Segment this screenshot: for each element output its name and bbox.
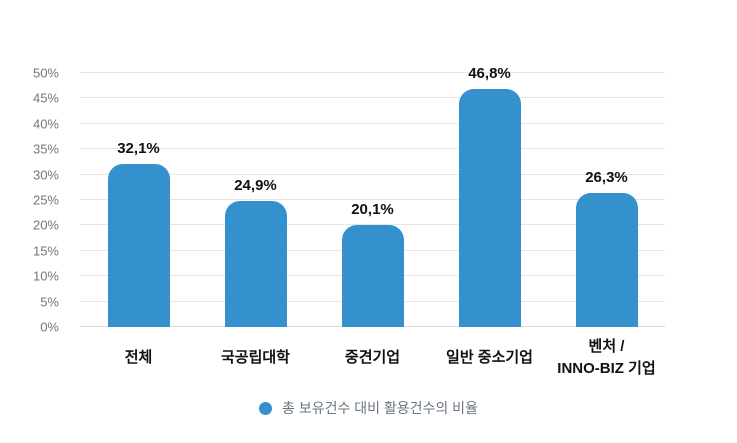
y-axis-tick-label: 5%: [40, 294, 59, 310]
x-axis-category-label: 일반 중소기업: [446, 349, 533, 367]
bar-slot: 46,8%: [431, 65, 548, 327]
bar-slot: 26,3%: [548, 73, 665, 327]
bar-slot: 24,9%: [197, 73, 314, 327]
y-axis-tick-label: 10%: [32, 268, 59, 284]
x-axis-category-label: 국공립대학: [220, 349, 290, 367]
y-axis-tick-label: 30%: [32, 167, 59, 183]
y-axis-tick-label: 35%: [32, 141, 59, 157]
y-axis-tick-label: 25%: [32, 192, 59, 208]
bars-row: 32,1% 24,9% 20,1% 46,8% 26,3%: [80, 65, 665, 327]
bar: [341, 224, 404, 327]
y-axis-tick-label: 15%: [32, 243, 59, 259]
x-axis-category-label: 전체: [124, 349, 153, 367]
y-axis-tick-label: 40%: [32, 116, 59, 132]
gridline: [80, 97, 665, 99]
bar: [107, 163, 170, 327]
x-axis-labels: 전체 국공립대학 중견기업 일반 중소기업 벤처 / INNO-BIZ 기업: [80, 330, 665, 386]
bar-value-label: 46,8%: [468, 65, 511, 83]
plot-area: 0% 5% 10% 15% 20% 25% 30% 35% 40% 45% 50% 32,1% 24,9…: [33, 65, 665, 335]
bar: [224, 200, 287, 327]
legend-label: 총 보유건수 대비 활용건수의 비율: [282, 400, 478, 416]
bar-slot: 20,1%: [314, 73, 431, 327]
y-axis-tick-label: 20%: [32, 217, 59, 233]
gridline: [80, 173, 665, 175]
gridline: [80, 199, 665, 200]
x-axis-category-label: 벤처 / INNO-BIZ 기업: [557, 338, 656, 377]
legend: 총 보유건수 대비 활용건수의 비율: [0, 398, 737, 418]
bar: [458, 89, 521, 327]
y-axis-tick-label: 45%: [32, 90, 59, 106]
bar-slot: 32,1%: [80, 73, 197, 327]
bar-value-label: 26,3%: [585, 169, 628, 187]
x-axis-category-label: 중견기업: [344, 349, 401, 367]
bar-value-label: 24,9%: [234, 176, 277, 194]
gridline: [80, 72, 665, 73]
y-axis-tick-label: 0%: [40, 319, 59, 335]
y-axis-tick-label: 50%: [32, 65, 59, 81]
bar-value-label: 20,1%: [351, 200, 394, 218]
legend-marker-dot: [259, 401, 273, 415]
bar: [575, 193, 638, 327]
gridline: [80, 148, 665, 150]
bar-value-label: 32,1%: [117, 139, 160, 157]
gridline: [80, 122, 665, 124]
